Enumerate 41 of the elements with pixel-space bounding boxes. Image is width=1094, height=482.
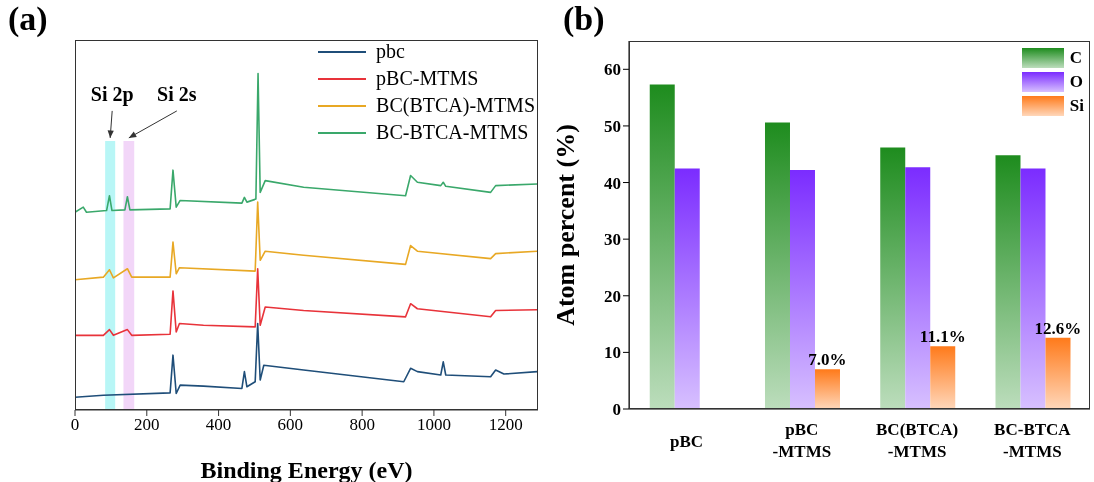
legend-label: O — [1069, 72, 1084, 92]
x-tick-label: pBC — [670, 432, 704, 451]
legend-label: BC(BTCA)-MTMS — [376, 94, 535, 117]
bar — [765, 122, 790, 409]
bar — [649, 84, 675, 409]
x-tick-label: 800 — [349, 415, 375, 435]
data-label: 11.1% — [919, 327, 966, 347]
y-tick-label: 50 — [604, 116, 621, 136]
y-tick-label: 20 — [604, 286, 621, 306]
x-tick-label: BC-BTCA -MTMS — [994, 420, 1072, 461]
x-tick-label: 600 — [277, 415, 304, 435]
bar — [815, 369, 840, 409]
x-tick-label: 200 — [134, 415, 160, 435]
y-tick-label: 60 — [604, 60, 621, 80]
x-tick-label: pBC -MTMS — [772, 420, 832, 461]
y-tick-label: 10 — [604, 343, 621, 363]
bar — [995, 155, 1021, 409]
band-label: Si 2s — [157, 82, 197, 105]
bar — [880, 147, 906, 409]
x-tick-label: 0 — [70, 415, 80, 435]
bar — [930, 346, 956, 409]
band-label: Si 2p — [90, 82, 134, 106]
x-tick-label: 1000 — [416, 415, 451, 435]
legend-label: pbc — [376, 40, 405, 63]
bar — [674, 168, 700, 409]
y-axis-title: Atom percent (%) — [551, 124, 581, 326]
chart-title: (a) — [8, 0, 48, 38]
legend-label: BC-BTCA-MTMS — [376, 121, 529, 144]
y-tick-label: 30 — [604, 230, 621, 250]
legend-label: pBC-MTMS — [376, 67, 479, 90]
x-tick-label: 1200 — [488, 415, 523, 435]
x-tick-label: BC(BTCA) -MTMS — [876, 420, 959, 461]
y-tick-label: 0 — [612, 400, 621, 420]
legend-label: C — [1069, 48, 1083, 68]
y-tick-label: 40 — [604, 173, 621, 193]
bar — [1045, 337, 1071, 409]
data-label: 7.0% — [808, 350, 847, 370]
legend-label: Si — [1069, 96, 1084, 116]
chart-title: (b) — [563, 0, 605, 38]
data-label: 12.6% — [1034, 318, 1082, 338]
x-tick-label: 400 — [205, 415, 232, 435]
